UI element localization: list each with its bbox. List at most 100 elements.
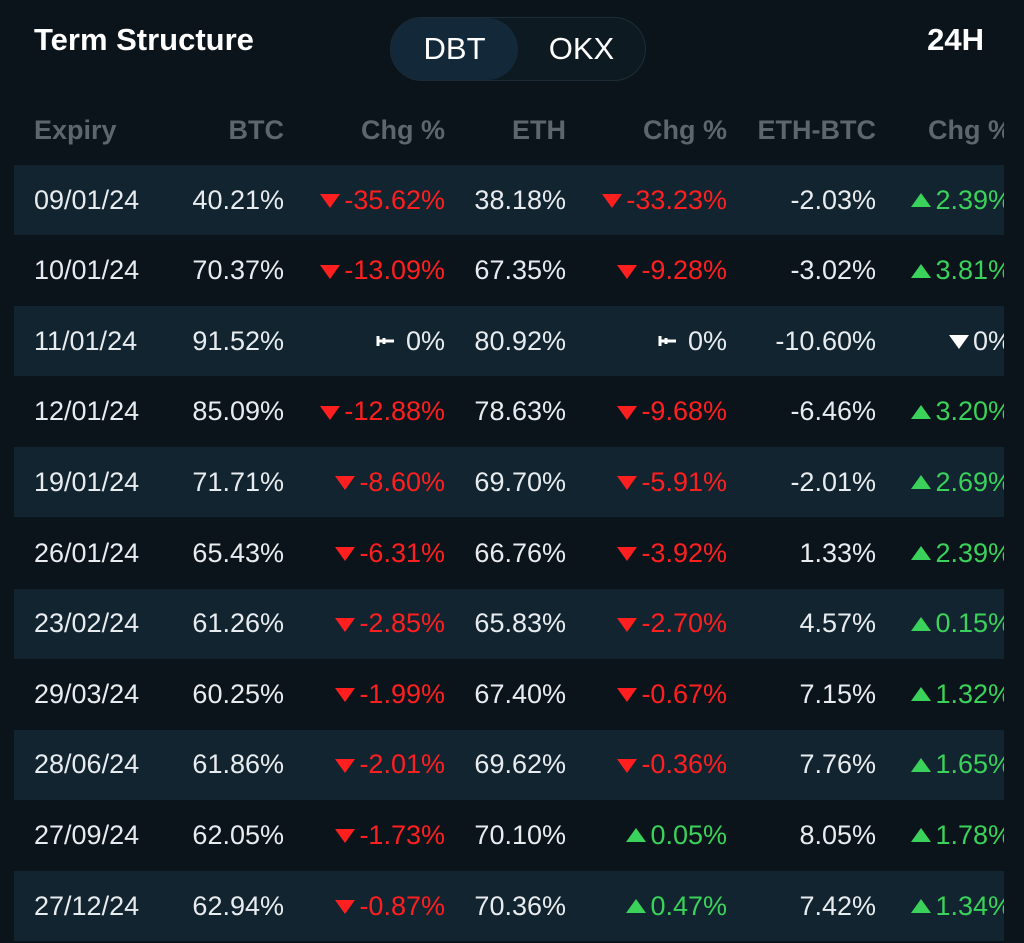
value-cell: 65.43% bbox=[192, 537, 284, 568]
table-row: 11/01/24 91.52% 0% 80.92% 0% -10.60% 0% bbox=[14, 306, 1004, 377]
change-cell: -8.60% bbox=[333, 447, 445, 517]
change-cell: 0% bbox=[656, 306, 727, 376]
toggle-option[interactable]: DBT bbox=[391, 18, 518, 80]
value-cell: 85.09% bbox=[192, 396, 284, 427]
table-row: 10/01/24 70.37% -13.09% 67.35% -9.28% -3.02% 3… bbox=[14, 236, 1004, 306]
change-text: 2.69% bbox=[935, 466, 1004, 497]
trend-icon bbox=[626, 899, 647, 913]
change-text: 1.32% bbox=[935, 678, 1004, 709]
value-cell: 7.15% bbox=[799, 678, 876, 709]
change-text: -35.62% bbox=[344, 184, 445, 215]
value-cell: 60.25% bbox=[192, 678, 284, 709]
trend-icon bbox=[617, 617, 638, 632]
value-cell: 61.26% bbox=[192, 608, 284, 639]
change-text: -0.87% bbox=[359, 890, 445, 921]
change-text: 0.05% bbox=[650, 819, 727, 850]
column-header[interactable]: Chg % bbox=[928, 114, 1004, 145]
change-text: 2.39% bbox=[935, 184, 1004, 215]
value-cell: 69.70% bbox=[474, 466, 566, 497]
column-header[interactable]: Chg % bbox=[361, 114, 445, 145]
trend-icon bbox=[911, 828, 932, 843]
change-text: 0% bbox=[687, 325, 727, 356]
trend-icon bbox=[911, 263, 932, 278]
value-cell: 69.62% bbox=[474, 749, 566, 780]
table-row: 23/02/24 61.26% -2.85% 65.83% -2.70% 4.57% 0.1… bbox=[14, 588, 1004, 659]
change-cell: 0.47% bbox=[624, 871, 727, 941]
change-text: -3.92% bbox=[641, 537, 727, 568]
change-text: -2.85% bbox=[359, 608, 445, 639]
trend-icon bbox=[911, 193, 932, 207]
change-cell: -33.23% bbox=[600, 165, 727, 235]
change-cell: -2.85% bbox=[333, 589, 445, 659]
header-row: Expiry BTC Chg % ETH Chg % ETH-BTC Chg % bbox=[14, 95, 1004, 165]
value-cell: 7.76% bbox=[799, 749, 876, 780]
change-cell: 0% bbox=[947, 306, 1004, 376]
value-cell: 8.05% bbox=[799, 819, 876, 850]
expiry-cell: 29/03/24 bbox=[34, 678, 140, 709]
change-text: -0.36% bbox=[641, 749, 727, 780]
trend-icon bbox=[948, 335, 969, 350]
column-header[interactable]: Chg % bbox=[643, 114, 727, 145]
trend-icon bbox=[335, 758, 356, 773]
change-text: -8.60% bbox=[359, 466, 445, 497]
change-cell: -0.36% bbox=[615, 730, 727, 800]
toggle-option[interactable]: OKX bbox=[548, 31, 615, 66]
value-cell: 65.83% bbox=[474, 608, 566, 639]
value-cell: 38.18% bbox=[474, 184, 566, 215]
trend-icon bbox=[335, 688, 356, 703]
value-cell: 66.76% bbox=[474, 537, 566, 568]
table-row: 28/06/24 61.86% -2.01% 69.62% -0.36% 7.76% 1.6… bbox=[14, 729, 1004, 800]
change-cell: 0.15% bbox=[909, 589, 1004, 659]
column-header[interactable]: BTC bbox=[228, 114, 285, 145]
value-cell: -10.60% bbox=[775, 325, 876, 356]
trend-icon bbox=[911, 757, 932, 772]
change-cell: 1.65% bbox=[909, 730, 1004, 800]
value-cell: 7.42% bbox=[799, 890, 876, 921]
change-text: -9.28% bbox=[641, 255, 727, 286]
value-cell: 62.05% bbox=[192, 819, 284, 850]
change-cell: -6.31% bbox=[333, 518, 445, 588]
panel-title: Term Structure bbox=[34, 22, 254, 57]
column-header[interactable]: ETH-BTC bbox=[757, 114, 876, 145]
table-row: 09/01/24 40.21% -35.62% 38.18% -33.23% -2.03%… bbox=[14, 165, 1004, 235]
trend-icon bbox=[335, 900, 356, 914]
table-row: 26/01/24 65.43% -6.31% 66.76% -3.92% 1.33% 2.3… bbox=[14, 518, 1004, 588]
value-cell: -2.03% bbox=[790, 184, 876, 215]
change-cell: 0.05% bbox=[624, 800, 727, 870]
change-text: -1.99% bbox=[359, 678, 445, 709]
change-text: -6.31% bbox=[359, 537, 445, 568]
expiry-cell: 11/01/24 bbox=[34, 325, 138, 356]
trend-icon bbox=[911, 404, 932, 419]
change-text: -9.68% bbox=[641, 396, 727, 427]
value-cell: 80.92% bbox=[474, 325, 566, 356]
period-selector[interactable]: 24H bbox=[927, 22, 984, 57]
change-cell: -9.68% bbox=[615, 377, 727, 447]
change-cell: -9.28% bbox=[615, 236, 727, 306]
trend-icon bbox=[602, 194, 623, 208]
trend-icon bbox=[617, 476, 638, 491]
change-text: 1.65% bbox=[935, 749, 1004, 780]
expiry-cell: 19/01/24 bbox=[34, 466, 140, 497]
change-cell: -35.62% bbox=[318, 165, 445, 235]
change-cell: 1.78% bbox=[909, 800, 1004, 870]
trend-icon bbox=[617, 758, 638, 773]
value-cell: 91.52% bbox=[192, 325, 284, 356]
column-header[interactable]: Expiry bbox=[34, 114, 117, 145]
change-text: 0.47% bbox=[650, 890, 727, 921]
column-header[interactable]: ETH bbox=[512, 114, 566, 145]
expiry-cell: 09/01/24 bbox=[34, 184, 140, 215]
change-cell: -5.91% bbox=[615, 447, 727, 517]
change-cell: -12.88% bbox=[318, 377, 445, 447]
trend-icon bbox=[626, 828, 647, 843]
change-cell: 2.39% bbox=[909, 518, 1004, 588]
change-cell: 2.39% bbox=[909, 165, 1004, 235]
trend-icon bbox=[320, 405, 341, 420]
value-cell: 62.94% bbox=[192, 890, 284, 921]
value-cell: 67.40% bbox=[474, 678, 566, 709]
change-cell: 0% bbox=[374, 306, 445, 376]
change-cell: 3.20% bbox=[909, 377, 1004, 447]
change-cell: -2.70% bbox=[615, 589, 727, 659]
trend-icon bbox=[617, 264, 638, 279]
change-cell: -1.73% bbox=[333, 800, 445, 870]
change-text: -13.09% bbox=[344, 255, 445, 286]
